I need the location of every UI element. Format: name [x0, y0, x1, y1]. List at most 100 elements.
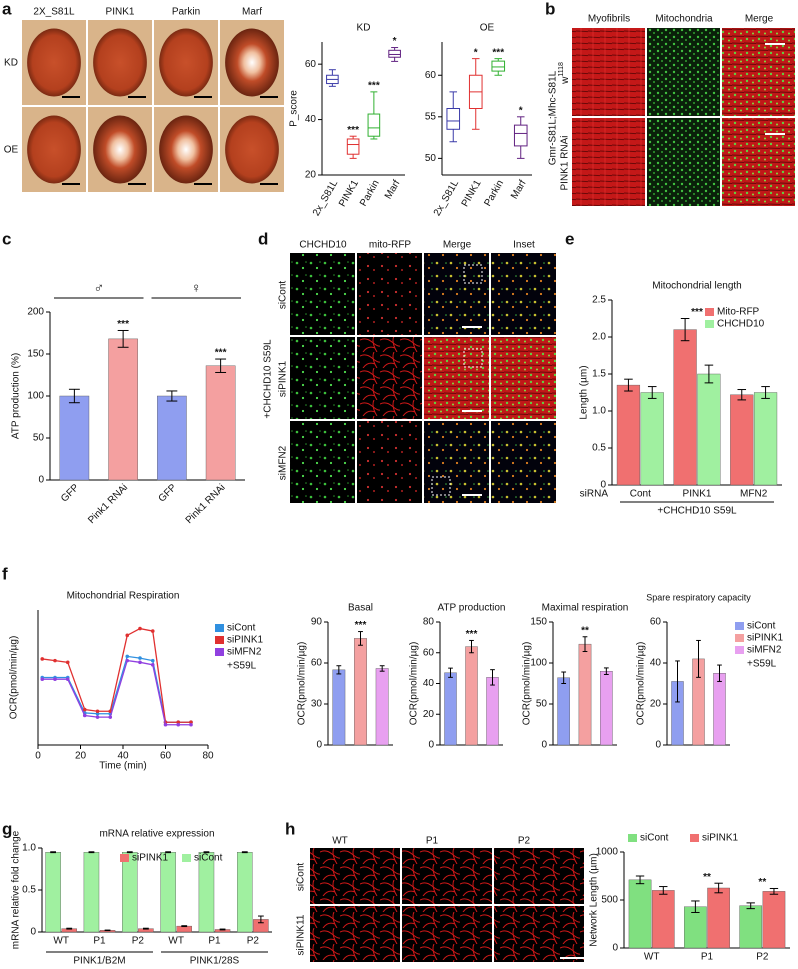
legend-label: siPINK1	[702, 833, 739, 844]
data-point	[53, 677, 57, 681]
panel-letter: a	[2, 0, 12, 18]
data-point	[138, 660, 142, 665]
column-label: Parkin	[172, 7, 200, 18]
y-tick-label: 20	[305, 170, 317, 181]
micrograph	[647, 118, 720, 206]
series-line	[42, 655, 191, 723]
y-tick-label: 55	[425, 111, 437, 122]
legend-note: +S59L	[227, 661, 257, 672]
column-label: 2X_S81L	[33, 7, 75, 18]
data-point	[189, 720, 193, 725]
bar	[673, 329, 697, 486]
significance: ***	[347, 125, 359, 136]
y-tick-label: 1000	[596, 847, 619, 858]
eye	[93, 28, 147, 97]
data-point	[65, 660, 70, 665]
chart-title: OE	[480, 23, 495, 34]
bar	[578, 643, 592, 746]
y-axis-label: mRNA relative fold change	[11, 830, 22, 949]
legend-swatch	[705, 308, 714, 316]
significance: ***	[117, 319, 129, 330]
data-point	[150, 658, 155, 663]
eye	[93, 115, 147, 184]
legend-label: siCont	[640, 833, 669, 844]
x-tick-label: 0	[35, 751, 41, 762]
bar	[628, 879, 652, 949]
row-label: siMFN2	[278, 445, 289, 480]
legend-label: siCont	[194, 853, 223, 864]
eye	[159, 28, 213, 97]
micrograph	[424, 337, 489, 419]
bar	[198, 852, 215, 933]
chart-title: Spare respiratory capacity	[646, 592, 751, 602]
micrograph	[424, 253, 489, 335]
box	[388, 49, 401, 58]
y-tick-label: 0	[612, 943, 618, 954]
data-point	[95, 711, 100, 716]
row-label: w1118	[558, 62, 571, 85]
x-tick-label: Marf	[509, 178, 529, 201]
y-axis-label: Length (µm)	[579, 365, 590, 419]
legend-label: CHCHD10	[717, 319, 765, 330]
x-tick-label: P2	[756, 952, 769, 963]
data-point	[176, 720, 181, 725]
y-tick-label: 500	[601, 895, 618, 906]
y-tick-label: 60	[650, 617, 662, 628]
legend-label: siMFN2	[227, 647, 262, 658]
y-tick-label: 0.5	[592, 443, 606, 454]
x-tick-label: P1	[93, 936, 106, 947]
bar	[486, 677, 499, 746]
data-point	[108, 715, 113, 719]
panel-letter: d	[258, 229, 268, 248]
y-tick-label: 0	[316, 740, 322, 751]
row-label: KD	[4, 58, 18, 69]
group-label: ♂	[94, 280, 105, 296]
eye	[159, 115, 213, 184]
bar	[237, 852, 253, 933]
y-tick-label: 80	[423, 617, 435, 628]
bar	[354, 638, 367, 746]
y-tick-label: 20	[423, 709, 435, 720]
bar	[59, 395, 90, 481]
y-tick-label: 150	[27, 349, 44, 360]
y-tick-label: 0	[600, 480, 606, 491]
legend-swatch	[120, 854, 129, 862]
box	[346, 138, 360, 155]
y-tick-label: 50	[425, 153, 437, 164]
micrograph	[310, 848, 400, 904]
x-tick-label: MFN2	[740, 489, 768, 500]
legend-note: +S59L	[747, 659, 777, 670]
x-tick-label: 80	[202, 751, 214, 762]
data-point	[189, 722, 193, 727]
data-point	[138, 656, 142, 660]
y-axis-label: P_score	[289, 90, 300, 127]
bar	[557, 677, 570, 746]
bar	[465, 646, 478, 746]
chart-title: ATP production	[437, 603, 505, 614]
x-tick-label: 2x_S81L	[432, 178, 461, 218]
data-point	[138, 626, 142, 631]
chart-title: mRNA relative expression	[99, 829, 214, 840]
data-point	[65, 677, 70, 681]
column-label: P2	[518, 836, 531, 847]
legend-label: siPINK1	[747, 633, 784, 644]
x-tick-label: WT	[53, 936, 69, 947]
bar	[108, 338, 138, 481]
chart-title: Mitochondrial length	[652, 281, 742, 292]
y-axis-label: OCR(pmol/min/µg)	[297, 642, 308, 726]
micrograph	[290, 421, 355, 503]
micrograph	[290, 253, 355, 335]
panel-letter: b	[545, 0, 555, 18]
row-label: siPINK1	[278, 361, 289, 398]
bar	[762, 891, 786, 949]
x-tick-label: WT	[168, 936, 184, 947]
bar	[730, 394, 754, 486]
bar	[160, 852, 176, 933]
column-label: Merge	[443, 240, 472, 251]
panel-letter: h	[285, 819, 295, 838]
box	[367, 113, 381, 137]
box	[491, 60, 506, 72]
bar	[707, 887, 730, 949]
y-tick-label: 50	[33, 433, 45, 444]
